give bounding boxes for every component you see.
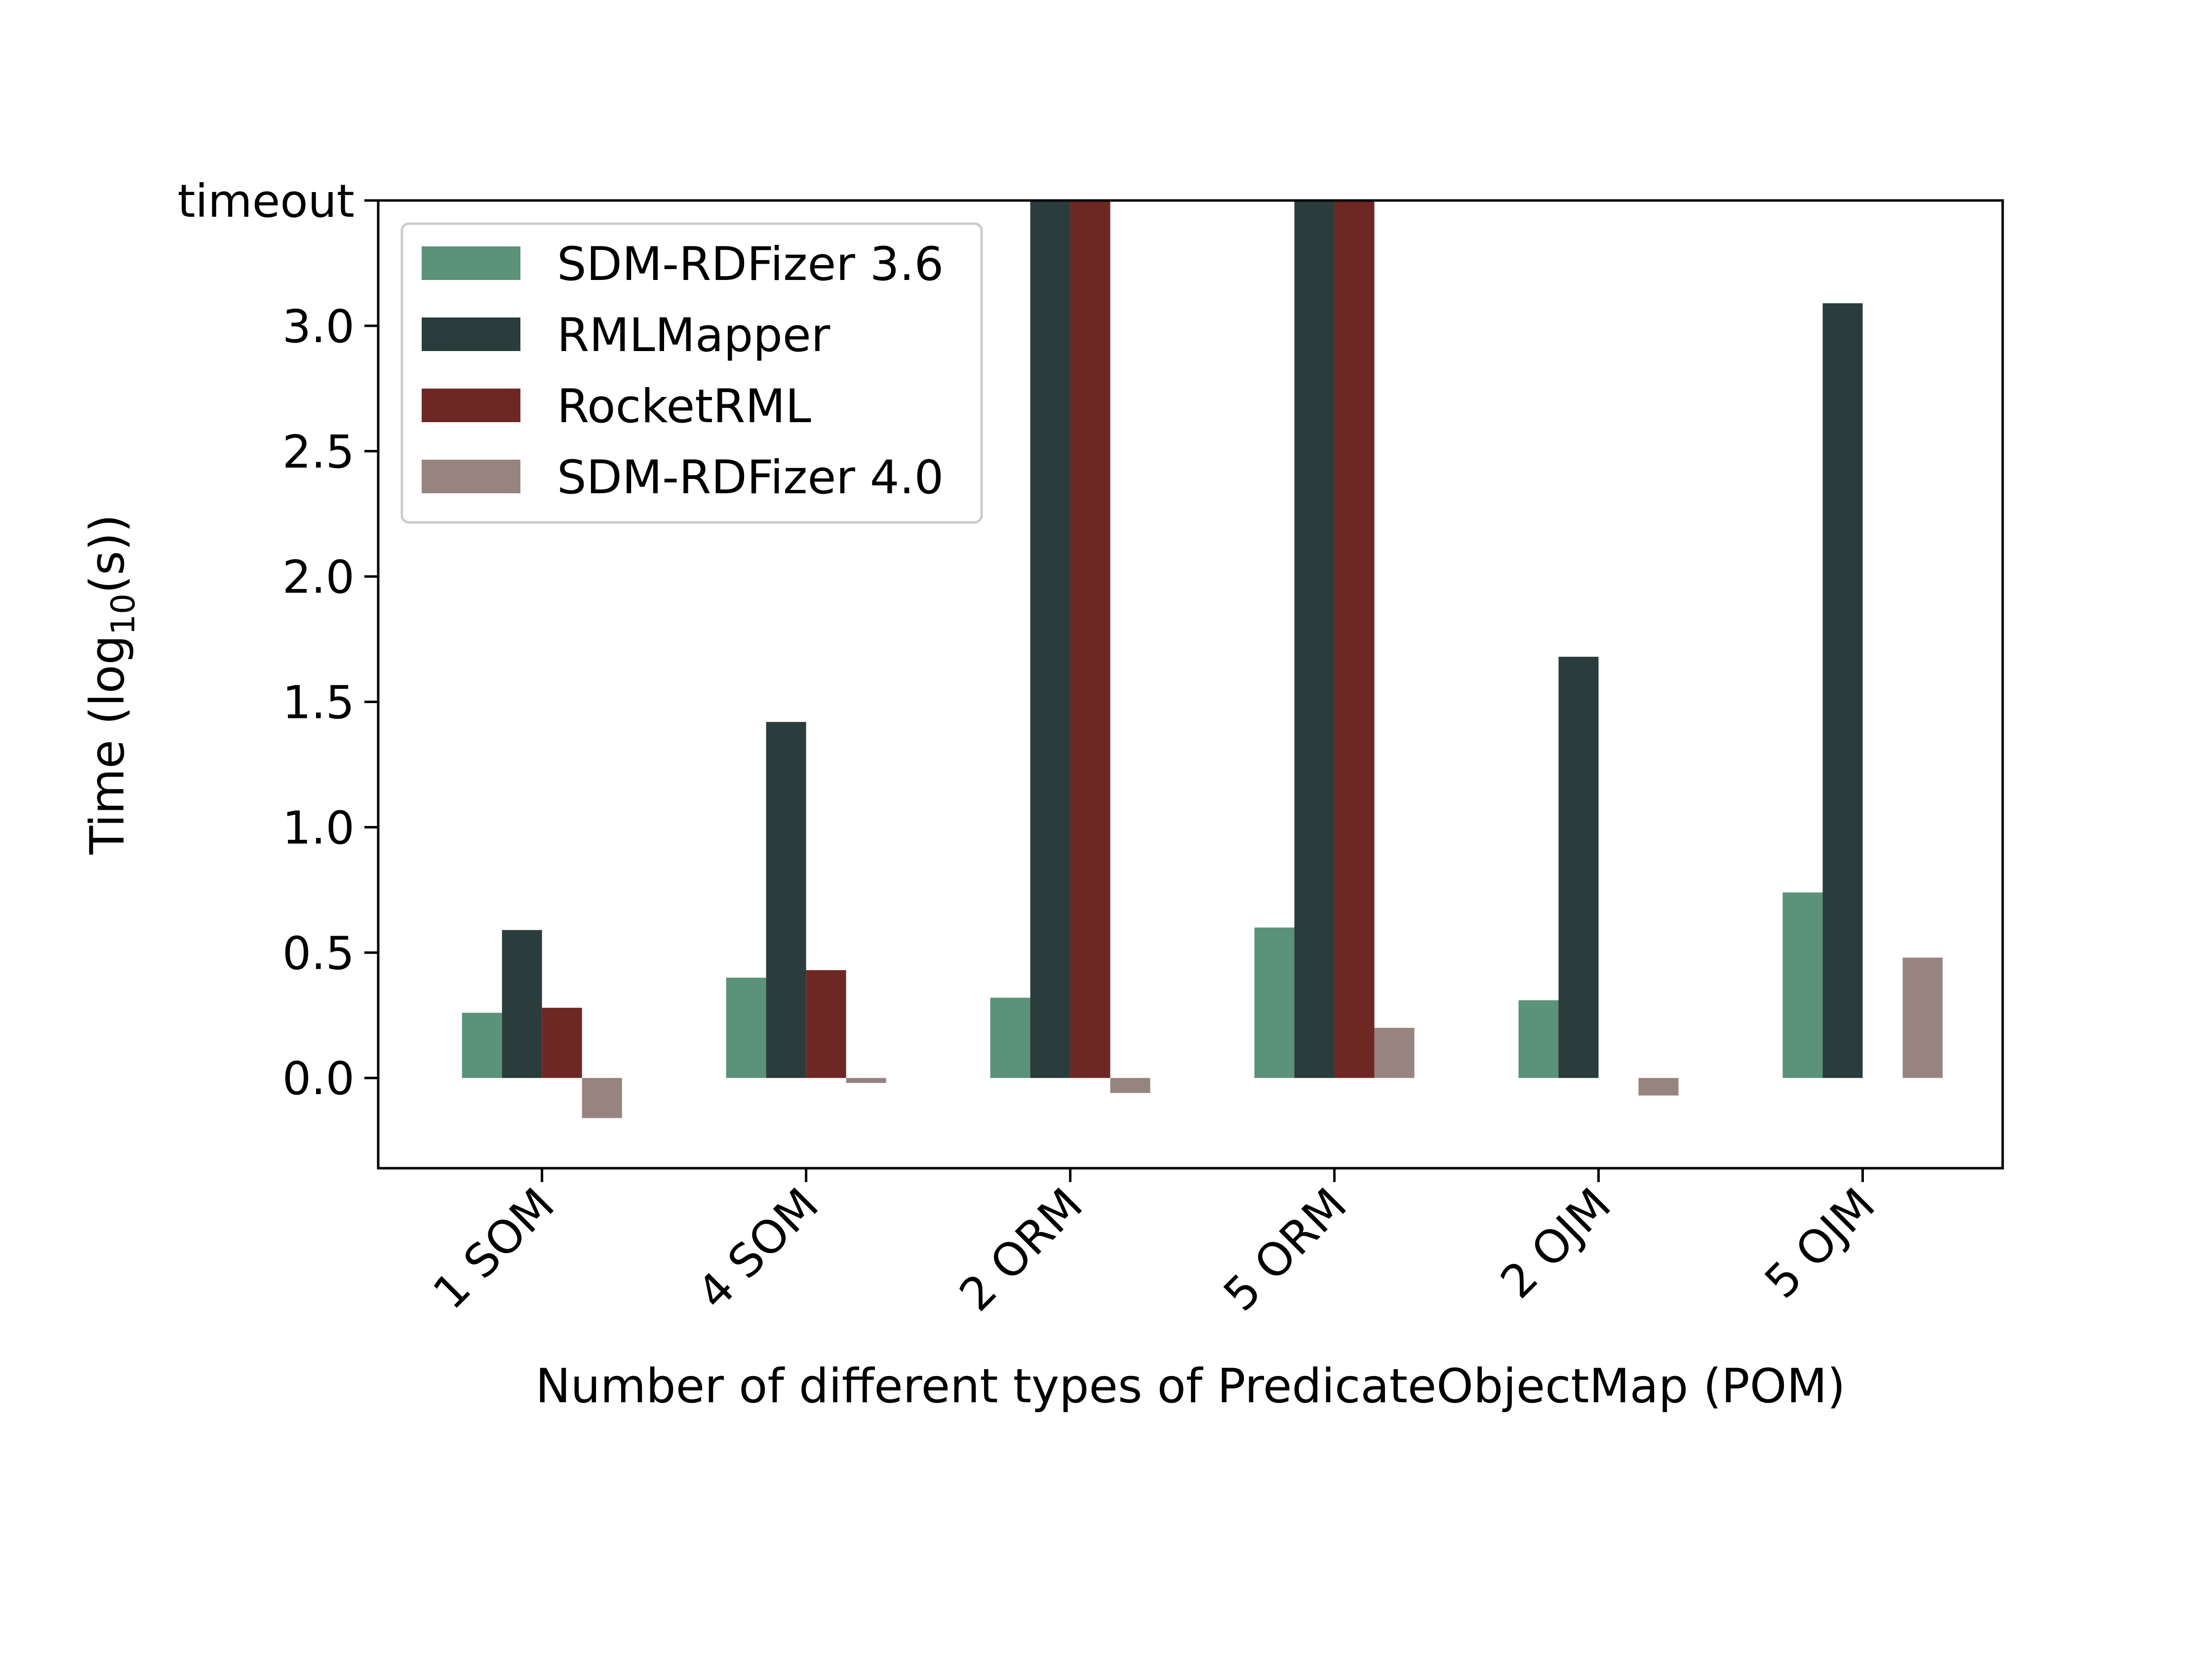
legend-swatch	[422, 460, 520, 493]
y-tick-label: 2.5	[282, 426, 355, 478]
bar-rocketrml-5-orm	[1334, 200, 1375, 1078]
x-axis-title: Number of different types of PredicateOb…	[535, 1359, 1845, 1414]
y-tick-label: 1.5	[282, 676, 355, 729]
legend-swatch	[422, 317, 520, 351]
bar-sdm-rdfizer-3-6-5-orm	[1254, 927, 1295, 1078]
bar-sdm-rdfizer-4-0-4-som	[846, 1078, 886, 1083]
y-axis-title: Time (log10(s))	[80, 514, 142, 855]
bar-sdm-rdfizer-4-0-1-som	[582, 1078, 622, 1118]
legend-label: RocketRML	[557, 380, 811, 434]
y-tick-label: timeout	[177, 175, 355, 228]
x-tick-label: 1 SOM	[423, 1178, 564, 1319]
bar-sdm-rdfizer-3-6-5-ojm	[1782, 892, 1823, 1078]
bar-rmlmapper-5-ojm	[1822, 303, 1863, 1078]
legend-label: SDM-RDFizer 3.6	[557, 237, 944, 291]
bar-sdm-rdfizer-4-0-5-ojm	[1902, 957, 1943, 1078]
legend-label: SDM-RDFizer 4.0	[557, 451, 944, 505]
bar-rocketrml-1-som	[542, 1008, 582, 1078]
x-tick-label: 2 ORM	[949, 1178, 1093, 1321]
legend-box	[400, 222, 983, 524]
bar-sdm-rdfizer-3-6-1-som	[462, 1013, 502, 1078]
plot-frame	[377, 199, 2004, 1170]
bar-rmlmapper-2-ojm	[1558, 657, 1599, 1078]
y-axis-title-subscript: 10	[104, 593, 142, 635]
bar-sdm-rdfizer-4-0-2-orm	[1110, 1078, 1150, 1093]
bar-rmlmapper-5-orm	[1294, 200, 1335, 1078]
y-tick-label: 2.0	[282, 551, 355, 604]
bar-sdm-rdfizer-4-0-5-orm	[1374, 1027, 1415, 1078]
x-tick-label: 5 OJM	[1755, 1178, 1885, 1308]
legend-label: RMLMapper	[557, 309, 830, 362]
bar-rmlmapper-1-som	[502, 930, 542, 1078]
y-tick-label: 0.5	[282, 927, 355, 980]
y-axis-title-suffix: (s))	[80, 514, 135, 593]
bar-rmlmapper-2-orm	[1030, 200, 1070, 1078]
x-tick-label: 4 SOM	[687, 1178, 829, 1319]
bar-rocketrml-2-orm	[1070, 200, 1110, 1078]
legend-swatch	[422, 389, 520, 422]
x-tick-label: 5 ORM	[1214, 1178, 1357, 1321]
y-tick-label: 1.0	[282, 801, 355, 854]
bar-rmlmapper-4-som	[766, 722, 806, 1078]
y-tick-label: 3.0	[282, 300, 355, 353]
legend: SDM-RDFizer 3.6 RMLMapper RocketRML SDM-RDF…	[400, 222, 983, 524]
bar-sdm-rdfizer-3-6-4-som	[726, 978, 766, 1078]
bar-rocketrml-4-som	[806, 970, 846, 1078]
bar-sdm-rdfizer-3-6-2-orm	[990, 997, 1030, 1078]
y-tick-label: 0.0	[282, 1052, 355, 1105]
bar-sdm-rdfizer-4-0-2-ojm	[1638, 1078, 1679, 1096]
y-axis: 0.0 0.5 1.0 1.5 2.0 2.5 3.0 timeout	[177, 175, 378, 1105]
x-axis: 1 SOM 4 SOM 2 ORM 5 ORM 2 OJM 5 OJM	[423, 1168, 1885, 1321]
bar-sdm-rdfizer-3-6-2-ojm	[1518, 1000, 1559, 1078]
legend-swatch	[422, 246, 520, 280]
y-axis-title-prefix: Time (log	[80, 635, 135, 855]
bars-layer	[462, 200, 1943, 1118]
x-tick-label: 2 OJM	[1491, 1178, 1621, 1308]
